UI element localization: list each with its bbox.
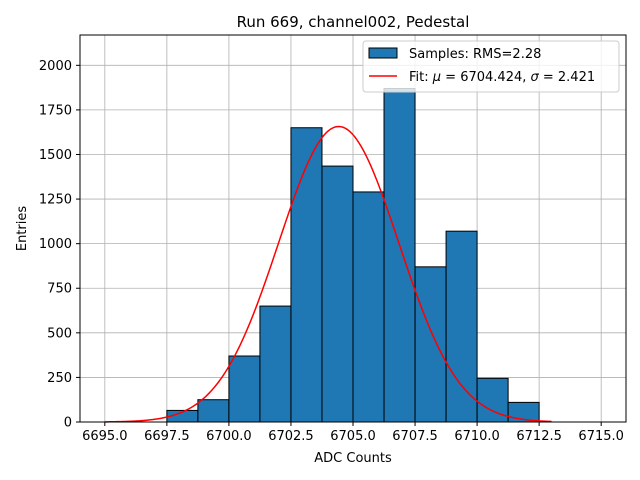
x-axis-ticks: 6695.0 6697.5 6700.0 6702.5 6705.0 6707.5 6710… — [82, 422, 624, 444]
legend-fit-sigma-value: = 2.421 — [539, 70, 595, 85]
histogram-bars — [166, 88, 540, 423]
x-tick-label: 6700.0 — [206, 429, 252, 444]
histogram-bar — [321, 165, 354, 423]
histogram-bar — [197, 399, 230, 423]
x-tick-label: 6695.0 — [82, 429, 128, 444]
legend: Samples: RMS=2.28 Fit: μ = 6704.424, σ =… — [362, 40, 620, 93]
histogram-bar — [383, 88, 416, 423]
y-tick-label: 0 — [64, 416, 72, 431]
legend-histogram-swatch — [368, 47, 398, 59]
histogram-bar — [259, 305, 292, 423]
legend-frame — [362, 40, 620, 93]
legend-fit-prefix: Fit: — [409, 70, 433, 85]
x-axis-label: ADC Counts — [314, 451, 392, 466]
histogram-bar — [228, 355, 261, 423]
y-tick-label: 1250 — [39, 193, 72, 208]
y-axis-label: Entries — [15, 206, 30, 252]
chart-title: Run 669, channel002, Pedestal — [237, 13, 470, 31]
fit-curve-group — [104, 125, 552, 423]
histogram-bar — [445, 230, 478, 423]
x-tick-label: 6702.5 — [268, 429, 314, 444]
x-tick-label: 6705.0 — [330, 429, 376, 444]
histogram-bar — [414, 266, 447, 423]
y-tick-label: 250 — [47, 371, 72, 386]
y-tick-label: 2000 — [39, 59, 72, 74]
legend-fit-sigma-symbol: σ — [531, 70, 540, 85]
y-axis-ticks: 0 250 500 750 1000 1250 1500 1750 2000 — [39, 59, 80, 431]
y-tick-label: 500 — [47, 326, 72, 341]
y-tick-label: 1000 — [39, 237, 72, 252]
legend-fit-mu-symbol: μ — [432, 70, 441, 85]
y-tick-label: 750 — [47, 282, 72, 297]
legend-fit-mu-value: = 6704.424, — [441, 70, 530, 85]
legend-fit-label: Fit: μ = 6704.424, σ = 2.421 — [409, 70, 595, 85]
legend-histogram-label: Samples: RMS=2.28 — [409, 47, 541, 62]
fit-curve — [104, 125, 552, 423]
x-tick-label: 6715.0 — [578, 429, 624, 444]
y-tick-label: 1750 — [39, 103, 72, 118]
y-tick-label: 1500 — [39, 148, 72, 163]
x-tick-label: 6710.0 — [454, 429, 500, 444]
x-tick-label: 6707.5 — [392, 429, 438, 444]
x-tick-label: 6712.5 — [516, 429, 562, 444]
histogram-bar — [290, 127, 323, 423]
histogram-bar — [352, 191, 385, 423]
x-tick-label: 6697.5 — [144, 429, 190, 444]
